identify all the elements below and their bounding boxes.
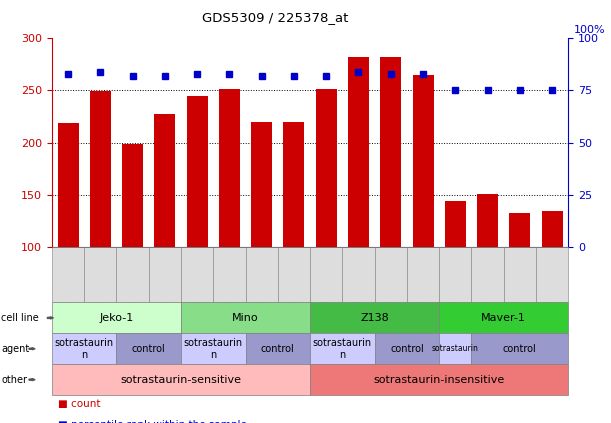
Text: sotrastaurin: sotrastaurin <box>432 344 479 353</box>
Text: control: control <box>503 344 536 354</box>
Text: Mino: Mino <box>232 313 259 323</box>
Bar <box>380 57 401 247</box>
Text: control: control <box>132 344 166 354</box>
Bar <box>510 213 530 247</box>
Text: cell line: cell line <box>1 313 39 323</box>
Text: control: control <box>261 344 295 354</box>
Bar <box>219 89 240 247</box>
Text: Jeko-1: Jeko-1 <box>100 313 134 323</box>
Bar <box>90 91 111 247</box>
Text: 100%: 100% <box>574 25 606 35</box>
Bar <box>412 75 434 247</box>
Text: sotrastaurin
n: sotrastaurin n <box>54 338 114 360</box>
Text: sotrastaurin
n: sotrastaurin n <box>313 338 372 360</box>
Bar <box>155 115 175 247</box>
Bar <box>284 122 304 247</box>
Text: ■ count: ■ count <box>58 399 101 409</box>
Bar <box>122 144 143 247</box>
Text: agent: agent <box>1 344 29 354</box>
Text: sotrastaurin-insensitive: sotrastaurin-insensitive <box>373 375 505 385</box>
Bar <box>541 211 563 247</box>
Text: sotrastaurin
n: sotrastaurin n <box>184 338 243 360</box>
Bar <box>57 123 79 247</box>
Text: sotrastaurin-sensitive: sotrastaurin-sensitive <box>120 375 241 385</box>
Text: other: other <box>1 375 27 385</box>
Text: ■ percentile rank within the sample: ■ percentile rank within the sample <box>58 420 247 423</box>
Text: Maver-1: Maver-1 <box>481 313 526 323</box>
Bar <box>348 57 369 247</box>
Text: Z138: Z138 <box>360 313 389 323</box>
Text: control: control <box>390 344 424 354</box>
Bar <box>251 122 272 247</box>
Bar <box>316 89 337 247</box>
Bar <box>186 96 208 247</box>
Text: GDS5309 / 225378_at: GDS5309 / 225378_at <box>202 11 348 24</box>
Bar <box>477 194 498 247</box>
Bar <box>445 201 466 247</box>
